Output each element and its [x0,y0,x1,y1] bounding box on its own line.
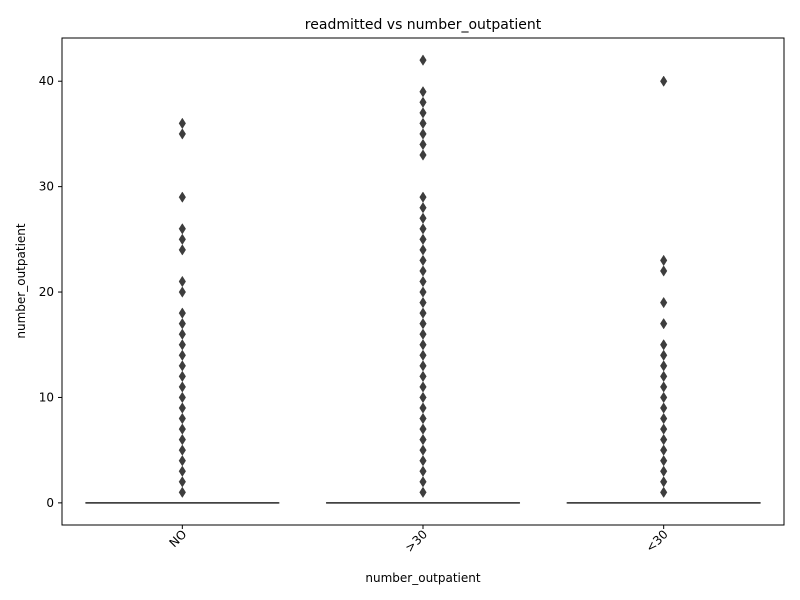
outlier-point [419,476,427,488]
outlier-point [178,465,186,477]
outlier-point [660,349,668,361]
outlier-point [419,486,427,498]
outlier-point [419,128,427,140]
outlier-point [178,486,186,498]
outlier-point [660,391,668,404]
outlier-point [178,191,186,203]
y-axis-label: number_outpatient [14,223,28,338]
outlier-point [419,360,427,372]
outlier-point [419,433,427,446]
y-tick-label: 0 [46,496,54,510]
outlier-point [178,423,186,435]
y-tick-label: 40 [39,74,54,88]
outlier-point [178,349,186,361]
outlier-point [178,360,186,372]
outlier-point [419,265,427,277]
box-group [325,54,521,504]
y-tick-label: 30 [39,180,54,194]
outlier-point [178,275,186,288]
outlier-point [419,444,427,456]
outlier-point [419,286,427,298]
outlier-point [178,412,186,425]
outlier-point [178,370,186,383]
outlier-point [660,423,668,435]
outlier-point [419,423,427,435]
plot-area [85,54,761,504]
outlier-point [660,381,668,393]
outlier-point [660,317,668,330]
outlier-point [660,465,668,477]
box-group [85,117,280,504]
outlier-point [419,412,427,425]
outlier-point [178,286,186,298]
outlier-point [419,381,427,393]
outlier-point [419,233,427,246]
outlier-point [419,86,427,98]
y-tick-label: 10 [39,390,54,404]
chart-title: readmitted vs number_outpatient [305,17,542,33]
outlier-point [660,75,668,87]
outlier-point [419,339,427,351]
outlier-point [419,191,427,203]
outlier-point [660,486,668,498]
outlier-point [660,402,668,414]
outlier-point [178,402,186,414]
outlier-point [419,54,427,66]
outlier-point [419,138,427,151]
outlier-point [419,244,427,256]
outlier-point [660,433,668,446]
outlier-point [419,391,427,404]
outlier-point [419,212,427,224]
outlier-point [419,149,427,161]
outlier-point [419,307,427,319]
outlier-point [178,223,186,235]
outlier-point [178,317,186,330]
x-axis-label: number_outpatient [365,571,480,585]
outlier-point [660,254,668,267]
outlier-point [660,370,668,383]
outlier-point [660,339,668,351]
outlier-point [178,444,186,456]
outlier-point [178,244,186,256]
outlier-point [178,233,186,246]
outlier-point [178,128,186,140]
outlier-point [419,465,427,477]
outlier-point [419,402,427,414]
outlier-point [660,444,668,456]
outlier-point [660,360,668,372]
outlier-point [419,275,427,288]
outlier-point [660,265,668,277]
outlier-point [178,433,186,446]
outlier-point [178,117,186,130]
outlier-point [178,455,186,467]
outlier-point [660,412,668,425]
outlier-point [660,296,668,309]
outlier-point [419,455,427,467]
outlier-point [419,117,427,130]
box-group [566,75,761,504]
y-axis: 0 10 20 30 40 [39,74,62,510]
outlier-point [419,328,427,340]
outlier-point [660,476,668,488]
outlier-point [178,328,186,340]
outlier-point [419,254,427,267]
outlier-point [178,339,186,351]
y-tick-label: 20 [39,285,54,299]
outlier-point [419,223,427,235]
outlier-point [419,96,427,108]
outlier-point [178,476,186,488]
outlier-point [660,455,668,467]
outlier-point [178,391,186,404]
outlier-point [419,202,427,214]
outlier-point [178,381,186,393]
outlier-point [419,349,427,361]
outlier-point [178,307,186,319]
outlier-point [419,296,427,309]
outlier-point [419,107,427,119]
outlier-point [419,317,427,330]
outlier-point [419,370,427,383]
